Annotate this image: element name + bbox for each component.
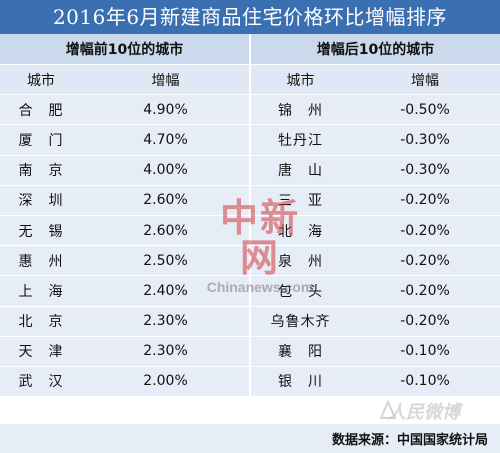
col-header-growth-left: 增幅	[82, 64, 252, 96]
growth-right-cell: -0.20%	[350, 306, 500, 337]
city-right-cell: 银 川	[250, 366, 351, 398]
growth-right-cell: -0.10%	[350, 336, 500, 367]
city-right-cell: 泉 州	[250, 245, 351, 277]
weibo-logo-icon	[379, 399, 397, 419]
city-left-cell: 深 圳	[0, 185, 82, 216]
growth-left-cell: 2.60%	[82, 215, 252, 247]
growth-right-cell: -0.50%	[350, 94, 500, 126]
city-right-cell: 锦 州	[250, 94, 351, 126]
growth-right-cell: -0.10%	[350, 366, 500, 398]
growth-right-cell: -0.20%	[350, 215, 500, 247]
section-bottom10-title: 增幅后10位的城市	[250, 34, 500, 65]
table-row: 深 圳 2.60% 三 亚 -0.20%	[0, 185, 500, 216]
city-left-cell: 南 京	[0, 155, 82, 186]
growth-left-cell: 2.30%	[82, 306, 252, 337]
city-left-cell: 无 锡	[0, 215, 82, 247]
growth-left-cell: 2.00%	[82, 366, 252, 398]
growth-right-cell: -0.20%	[350, 185, 500, 216]
city-right-cell: 牡丹江	[250, 124, 351, 156]
table-row: 厦 门 4.70% 牡丹江 -0.30%	[0, 124, 500, 156]
source-footer: 数据来源：中国国家统计局	[0, 424, 500, 453]
growth-left-cell: 2.60%	[82, 185, 252, 216]
table-row: 合 肥 4.90% 锦 州 -0.50%	[0, 94, 500, 126]
table-row: 天 津 2.30% 襄 阳 -0.10%	[0, 336, 500, 367]
table-row: 北 京 2.30% 乌鲁木齐 -0.20%	[0, 306, 500, 337]
col-header-city-right: 城市	[250, 64, 351, 96]
section-header-row: 增幅前10位的城市 增幅后10位的城市	[0, 34, 500, 65]
growth-left-cell: 4.70%	[82, 124, 252, 156]
city-right-cell: 北 海	[250, 215, 351, 247]
watermark-corner: 人民微博	[388, 402, 460, 423]
city-right-cell: 唐 山	[250, 155, 351, 186]
column-header-row: 城市 增幅 城市 增幅	[0, 64, 500, 96]
city-left-cell: 北 京	[0, 306, 82, 337]
city-right-cell: 乌鲁木齐	[250, 306, 351, 337]
growth-left-cell: 2.40%	[82, 275, 252, 307]
growth-right-cell: -0.30%	[350, 155, 500, 186]
city-left-cell: 上 海	[0, 275, 82, 307]
growth-left-cell: 4.00%	[82, 155, 252, 186]
table-row: 上 海 2.40% 包 头 -0.20%	[0, 275, 500, 307]
table-row: 无 锡 2.60% 北 海 -0.20%	[0, 215, 500, 247]
table-row: 惠 州 2.50% 泉 州 -0.20%	[0, 245, 500, 277]
col-header-city-left: 城市	[0, 64, 82, 96]
ranking-table: 增幅前10位的城市 增幅后10位的城市 城市 增幅 城市 增幅 合 肥 4.90%…	[0, 34, 500, 398]
growth-right-cell: -0.20%	[350, 245, 500, 277]
growth-right-cell: -0.20%	[350, 275, 500, 307]
growth-left-cell: 2.50%	[82, 245, 252, 277]
city-left-cell: 合 肥	[0, 94, 82, 126]
city-right-cell: 三 亚	[250, 185, 351, 216]
growth-left-cell: 4.90%	[82, 94, 252, 126]
table-row: 南 京 4.00% 唐 山 -0.30%	[0, 155, 500, 186]
city-left-cell: 天 津	[0, 336, 82, 367]
page-title: 2016年6月新建商品住宅价格环比增幅排序	[0, 0, 500, 34]
weibo-watermark: 人民微博	[378, 398, 498, 424]
city-right-cell: 包 头	[250, 275, 351, 307]
city-right-cell: 襄 阳	[250, 336, 351, 367]
growth-left-cell: 2.30%	[82, 336, 252, 367]
section-top10-title: 增幅前10位的城市	[0, 34, 252, 65]
source-text: 数据来源：中国国家统计局	[331, 433, 488, 448]
table-row: 武 汉 2.00% 银 川 -0.10%	[0, 366, 500, 398]
city-left-cell: 惠 州	[0, 245, 82, 277]
col-header-growth-right: 增幅	[350, 64, 500, 96]
city-left-cell: 武 汉	[0, 366, 82, 398]
city-left-cell: 厦 门	[0, 124, 82, 156]
growth-right-cell: -0.30%	[350, 124, 500, 156]
